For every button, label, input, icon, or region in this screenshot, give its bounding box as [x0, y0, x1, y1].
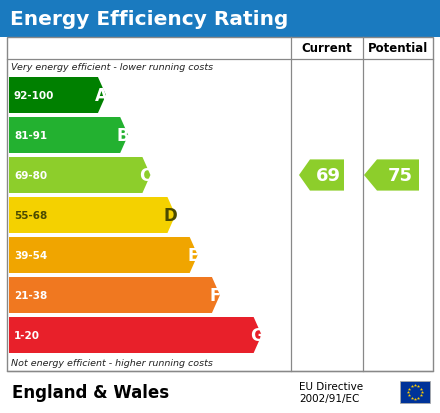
Text: F: F	[209, 286, 220, 304]
Text: 69-80: 69-80	[14, 171, 47, 180]
Text: 2002/91/EC: 2002/91/EC	[299, 393, 359, 403]
Text: 1-20: 1-20	[14, 330, 40, 340]
Polygon shape	[9, 197, 176, 233]
Text: D: D	[164, 206, 177, 224]
Polygon shape	[364, 160, 419, 191]
Text: 39-54: 39-54	[14, 250, 47, 260]
Text: G: G	[250, 326, 264, 344]
FancyBboxPatch shape	[400, 381, 430, 403]
Text: B: B	[117, 127, 129, 145]
Text: A: A	[95, 87, 107, 105]
Text: 55-68: 55-68	[14, 211, 47, 221]
Text: England & Wales: England & Wales	[12, 383, 169, 401]
Polygon shape	[9, 78, 106, 114]
Text: EU Directive: EU Directive	[299, 381, 363, 391]
Text: 75: 75	[388, 166, 413, 185]
Polygon shape	[299, 160, 344, 191]
Text: Very energy efficient - lower running costs: Very energy efficient - lower running co…	[11, 63, 213, 72]
Polygon shape	[9, 118, 128, 154]
Text: Current: Current	[302, 43, 352, 55]
Text: Potential: Potential	[368, 43, 428, 55]
Text: Not energy efficient - higher running costs: Not energy efficient - higher running co…	[11, 358, 213, 368]
Polygon shape	[9, 237, 198, 273]
Text: E: E	[187, 247, 198, 264]
Text: 92-100: 92-100	[14, 91, 55, 101]
Text: 81-91: 81-91	[14, 131, 47, 141]
Text: 21-38: 21-38	[14, 290, 47, 300]
Polygon shape	[9, 277, 220, 313]
FancyBboxPatch shape	[0, 0, 440, 38]
Polygon shape	[9, 317, 262, 353]
Polygon shape	[9, 158, 150, 194]
Text: C: C	[139, 166, 151, 185]
Text: Energy Efficiency Rating: Energy Efficiency Rating	[10, 9, 288, 28]
Text: 69: 69	[315, 166, 341, 185]
